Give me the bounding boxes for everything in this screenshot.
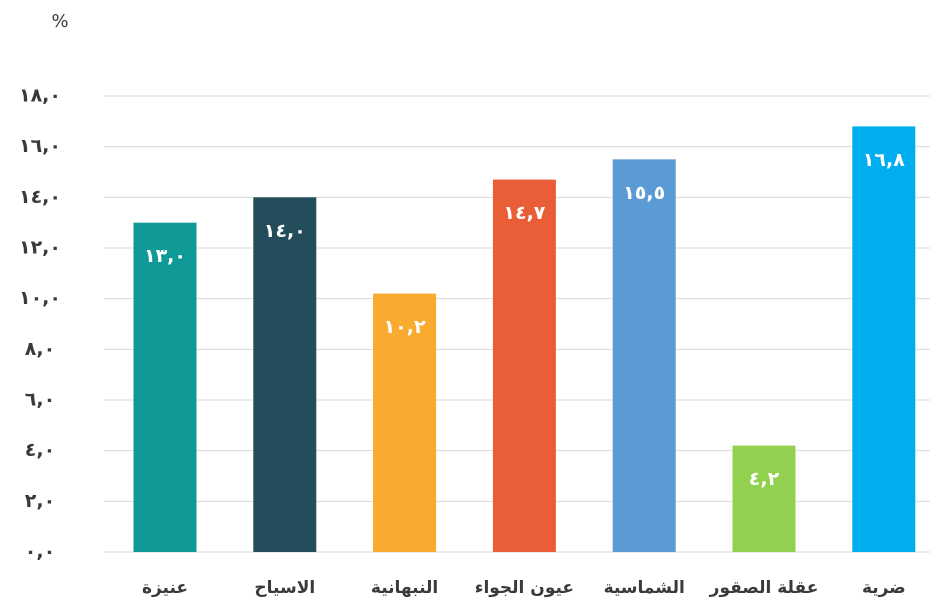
y-tick-label: ٠,٠ bbox=[25, 541, 55, 563]
x-tick-label: عقلة الصقور bbox=[709, 578, 819, 598]
x-tick-label: النبهانية bbox=[371, 578, 438, 598]
x-tick-label: عنيزة bbox=[142, 578, 188, 598]
y-tick-label: ٢,٠ bbox=[25, 490, 55, 512]
bar bbox=[852, 126, 916, 553]
bar bbox=[732, 445, 796, 552]
y-tick-label: ١٨,٠ bbox=[19, 85, 61, 107]
value-label: ٤,٢ bbox=[749, 468, 780, 490]
y-tick-label: ١٠,٠ bbox=[19, 287, 61, 309]
value-label: ١٥,٥ bbox=[623, 182, 665, 204]
y-tick-label: ١٤,٠ bbox=[19, 186, 61, 208]
x-tick-label: ضرية bbox=[862, 578, 906, 598]
bar bbox=[612, 159, 676, 553]
x-tick-label: الشماسية bbox=[604, 578, 685, 598]
value-label: ١٦,٨ bbox=[863, 149, 905, 171]
bar bbox=[253, 197, 317, 553]
value-label: ١٠,٢ bbox=[384, 316, 426, 338]
value-label: ١٤,٧ bbox=[503, 202, 545, 224]
value-label: ١٣,٠ bbox=[144, 245, 186, 267]
bar bbox=[133, 222, 197, 552]
x-tick-label: عيون الجواء bbox=[475, 578, 574, 598]
value-label: ١٤,٠ bbox=[264, 220, 306, 242]
y-tick-label: ٨,٠ bbox=[25, 338, 55, 360]
y-axis-label: % bbox=[51, 11, 68, 32]
y-tick-label: ١٦,٠ bbox=[19, 135, 61, 157]
y-tick-label: ٦,٠ bbox=[25, 389, 55, 411]
bar bbox=[373, 293, 437, 552]
y-tick-label: ٤,٠ bbox=[25, 439, 55, 461]
x-tick-label: الاسياح bbox=[254, 578, 315, 598]
y-tick-label: ١٢,٠ bbox=[19, 237, 61, 259]
bar bbox=[492, 179, 556, 552]
